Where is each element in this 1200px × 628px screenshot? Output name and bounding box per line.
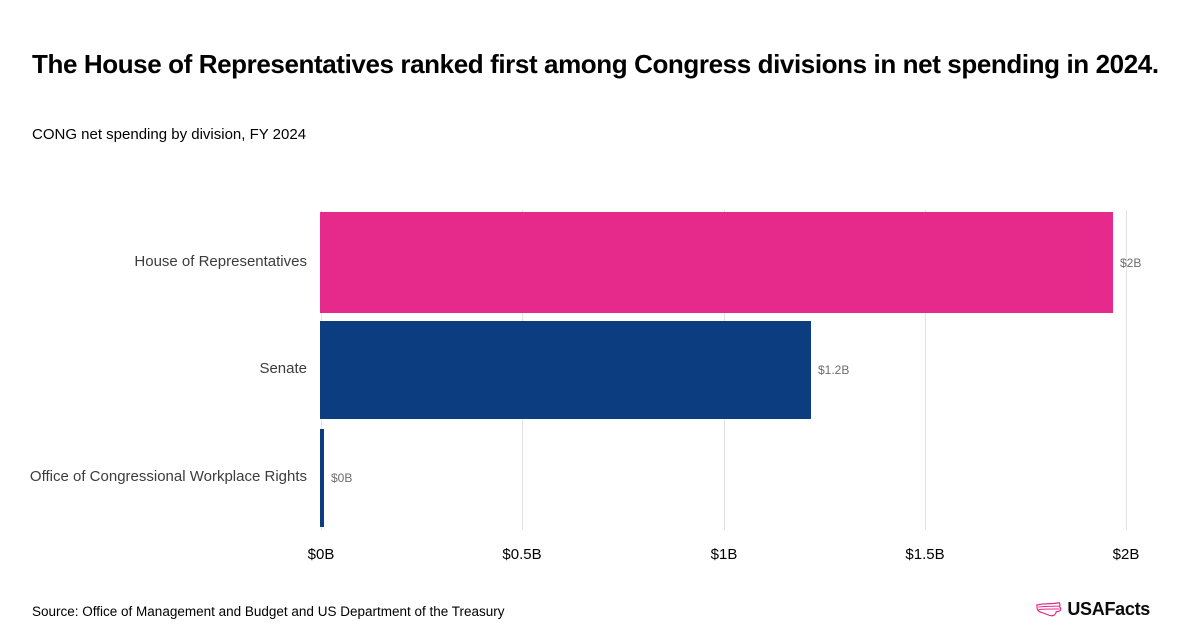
source-note: Source: Office of Management and Budget … bbox=[32, 604, 505, 619]
bar-senate bbox=[320, 321, 811, 419]
bar-house-of-representatives bbox=[320, 212, 1113, 313]
x-axis-tick-2b: $2B bbox=[1112, 546, 1140, 563]
gridline-2b bbox=[1126, 210, 1127, 530]
x-axis-tick-0-5b: $0.5B bbox=[502, 546, 542, 563]
gridline-1-5b bbox=[925, 210, 926, 530]
x-axis-tick-1-5b: $1.5B bbox=[905, 546, 945, 563]
category-label-ocwr: Office of Congressional Workplace Rights bbox=[29, 468, 307, 485]
page-subtitle: CONG net spending by division, FY 2024 bbox=[32, 126, 307, 143]
category-label-senate: Senate bbox=[259, 360, 307, 377]
usa-map-icon bbox=[1035, 600, 1062, 619]
usafacts-logo: USAFacts bbox=[1035, 599, 1150, 620]
bar-office-of-congressional-workplace-rights bbox=[320, 429, 324, 527]
x-axis-tick-0b: $0B bbox=[307, 546, 335, 563]
category-label-house: House of Representatives bbox=[134, 253, 307, 270]
plot-area: $2B $1.2B $0B bbox=[320, 210, 1152, 530]
value-label-senate: $1.2B bbox=[818, 363, 850, 377]
value-label-house: $2B bbox=[1120, 256, 1142, 270]
page-title: The House of Representatives ranked firs… bbox=[32, 49, 1159, 79]
x-axis-tick-1b: $1B bbox=[710, 546, 738, 563]
brand-name: USAFacts bbox=[1067, 599, 1150, 619]
value-label-ocwr: $0B bbox=[331, 471, 353, 485]
bar-chart: House of Representatives Senate Office o… bbox=[0, 210, 1200, 580]
